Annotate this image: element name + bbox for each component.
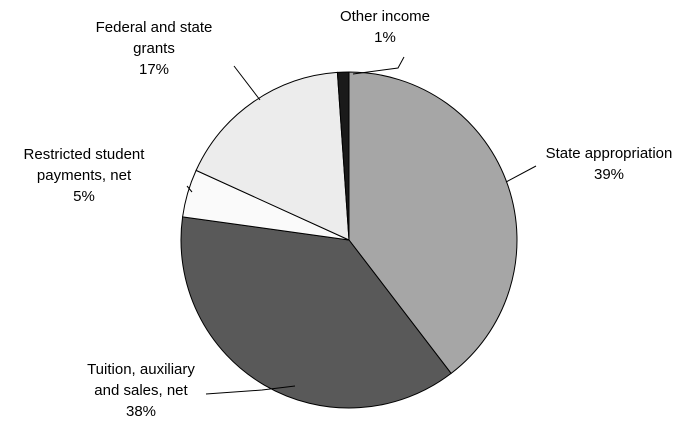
pie-slice-3 [195, 71, 350, 241]
slice-label-0: State appropriation 39% [546, 145, 673, 183]
pie-slice-1 [180, 216, 452, 409]
slice-name-2-line-1: payments, net [37, 167, 132, 184]
slice-name-3-line-1: grants [133, 40, 175, 57]
slice-percent-4: 1% [374, 29, 396, 46]
leader-line-4 [352, 56, 405, 75]
slice-label-3: Federal and state grants 17% [96, 19, 213, 78]
slice-name-4-line-0: Other income [340, 8, 430, 25]
slice-labels: State appropriation 39% Tuition, auxiliary… [24, 8, 673, 420]
slice-percent-0: 39% [594, 166, 624, 183]
slice-label-2: Restricted student payments, net 5% [24, 146, 146, 205]
slice-label-1: Tuition, auxiliary and sales, net 38% [87, 361, 195, 420]
leader-lines [186, 56, 537, 395]
leader-line-3 [233, 65, 261, 101]
leader-line-1 [205, 385, 296, 395]
slice-label-4: Other income 1% [340, 8, 430, 46]
slice-name-1-line-1: and sales, net [94, 382, 188, 399]
pie-slice-0 [348, 71, 518, 375]
leader-line-0 [505, 165, 537, 183]
pie-slices [180, 71, 518, 409]
slice-name-2-line-0: Restricted student [24, 146, 146, 163]
slice-name-3-line-0: Federal and state [96, 19, 213, 36]
pie-slice-4 [336, 71, 350, 241]
slice-percent-1: 38% [126, 403, 156, 420]
slice-percent-2: 5% [73, 188, 95, 205]
slice-percent-3: 17% [139, 61, 169, 78]
slice-name-1-line-0: Tuition, auxiliary [87, 361, 195, 378]
slice-name-0-line-0: State appropriation [546, 145, 673, 162]
leader-line-2 [186, 185, 193, 193]
